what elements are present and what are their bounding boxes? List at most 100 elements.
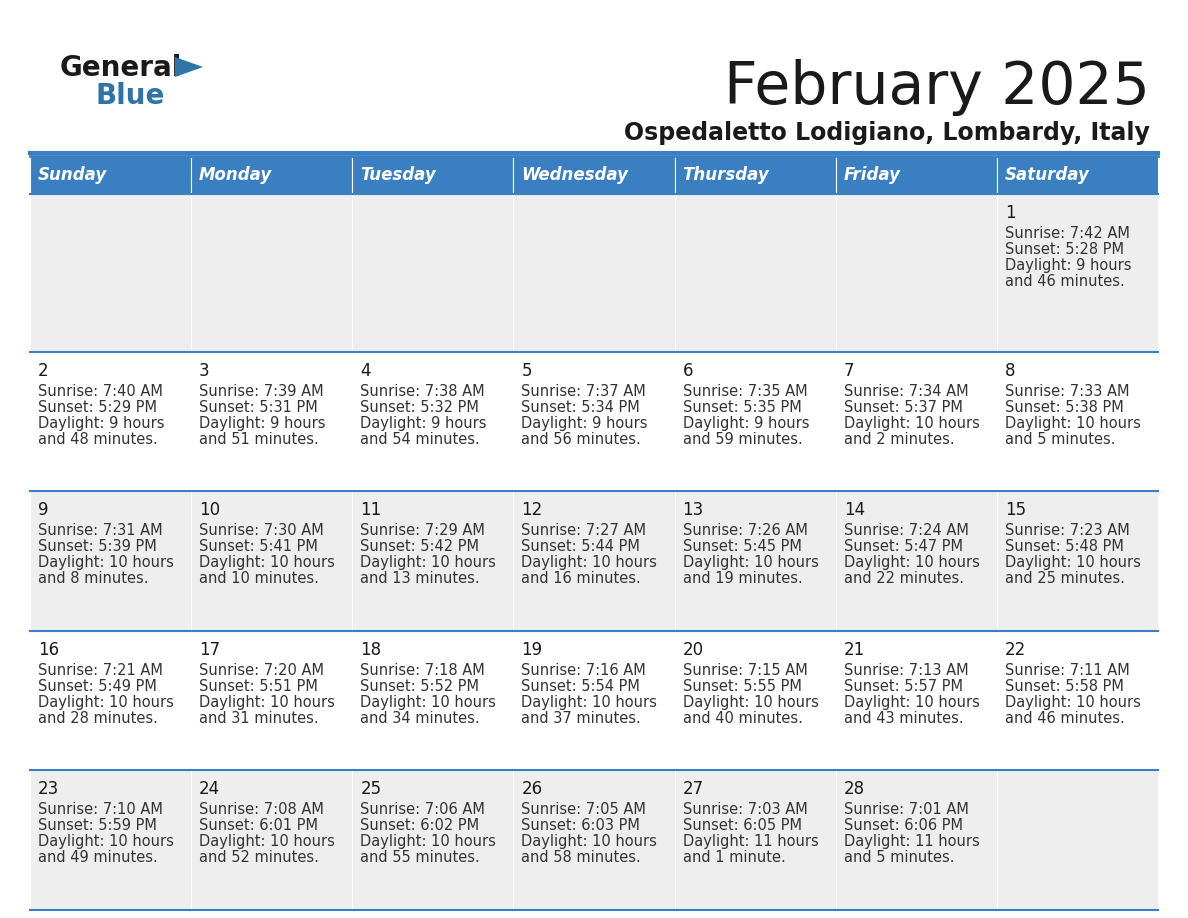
Text: Monday: Monday — [200, 166, 272, 184]
Text: Daylight: 10 hours: Daylight: 10 hours — [200, 555, 335, 570]
Text: Daylight: 10 hours: Daylight: 10 hours — [200, 834, 335, 849]
FancyBboxPatch shape — [675, 194, 835, 352]
Text: 14: 14 — [843, 501, 865, 520]
Text: Ospedaletto Lodigiano, Lombardy, Italy: Ospedaletto Lodigiano, Lombardy, Italy — [624, 121, 1150, 145]
Text: Daylight: 11 hours: Daylight: 11 hours — [683, 834, 819, 849]
Text: and 28 minutes.: and 28 minutes. — [38, 711, 158, 726]
Text: and 34 minutes.: and 34 minutes. — [360, 711, 480, 726]
Text: Sunrise: 7:21 AM: Sunrise: 7:21 AM — [38, 663, 163, 677]
Text: Sunset: 5:55 PM: Sunset: 5:55 PM — [683, 678, 802, 694]
Text: Sunset: 5:59 PM: Sunset: 5:59 PM — [38, 818, 157, 834]
Text: Daylight: 10 hours: Daylight: 10 hours — [200, 695, 335, 710]
Text: Sunset: 5:45 PM: Sunset: 5:45 PM — [683, 539, 802, 554]
Text: Sunset: 5:37 PM: Sunset: 5:37 PM — [843, 399, 962, 415]
Text: Sunrise: 7:06 AM: Sunrise: 7:06 AM — [360, 802, 485, 817]
Text: Sunrise: 7:18 AM: Sunrise: 7:18 AM — [360, 663, 485, 677]
Text: Sunrise: 7:24 AM: Sunrise: 7:24 AM — [843, 523, 968, 538]
FancyBboxPatch shape — [191, 352, 353, 491]
Text: 21: 21 — [843, 641, 865, 659]
FancyBboxPatch shape — [997, 770, 1158, 910]
FancyBboxPatch shape — [30, 631, 191, 770]
Text: 5: 5 — [522, 362, 532, 379]
Text: Daylight: 10 hours: Daylight: 10 hours — [683, 555, 819, 570]
Text: Daylight: 9 hours: Daylight: 9 hours — [360, 416, 487, 431]
Text: and 48 minutes.: and 48 minutes. — [38, 431, 158, 446]
Text: Sunset: 5:49 PM: Sunset: 5:49 PM — [38, 678, 157, 694]
Text: and 46 minutes.: and 46 minutes. — [1005, 711, 1125, 726]
Text: Sunrise: 7:20 AM: Sunrise: 7:20 AM — [200, 663, 324, 677]
Text: Daylight: 10 hours: Daylight: 10 hours — [843, 555, 980, 570]
Text: Saturday: Saturday — [1005, 166, 1089, 184]
Text: and 54 minutes.: and 54 minutes. — [360, 431, 480, 446]
FancyBboxPatch shape — [513, 194, 675, 352]
FancyBboxPatch shape — [835, 491, 997, 631]
Text: 12: 12 — [522, 501, 543, 520]
Text: Sunset: 6:03 PM: Sunset: 6:03 PM — [522, 818, 640, 834]
FancyBboxPatch shape — [835, 631, 997, 770]
Text: Thursday: Thursday — [683, 166, 770, 184]
Text: Wednesday: Wednesday — [522, 166, 628, 184]
Text: Sunset: 5:41 PM: Sunset: 5:41 PM — [200, 539, 318, 554]
Text: Sunset: 5:48 PM: Sunset: 5:48 PM — [1005, 539, 1124, 554]
Text: 23: 23 — [38, 780, 59, 799]
FancyBboxPatch shape — [675, 491, 835, 631]
FancyBboxPatch shape — [513, 770, 675, 910]
Text: Daylight: 10 hours: Daylight: 10 hours — [522, 695, 657, 710]
FancyBboxPatch shape — [191, 156, 353, 194]
Text: 3: 3 — [200, 362, 210, 379]
FancyBboxPatch shape — [30, 352, 191, 491]
Text: Sunrise: 7:05 AM: Sunrise: 7:05 AM — [522, 802, 646, 817]
Text: 6: 6 — [683, 362, 693, 379]
Text: Tuesday: Tuesday — [360, 166, 436, 184]
Text: and 58 minutes.: and 58 minutes. — [522, 850, 642, 866]
FancyBboxPatch shape — [30, 491, 191, 631]
Text: Daylight: 10 hours: Daylight: 10 hours — [38, 555, 173, 570]
Text: Daylight: 10 hours: Daylight: 10 hours — [843, 416, 980, 431]
Text: Sunrise: 7:13 AM: Sunrise: 7:13 AM — [843, 663, 968, 677]
Text: and 55 minutes.: and 55 minutes. — [360, 850, 480, 866]
FancyBboxPatch shape — [997, 156, 1158, 194]
Text: 19: 19 — [522, 641, 543, 659]
Text: Sunset: 5:54 PM: Sunset: 5:54 PM — [522, 678, 640, 694]
FancyBboxPatch shape — [191, 194, 353, 352]
FancyBboxPatch shape — [997, 491, 1158, 631]
Text: General: General — [61, 54, 183, 82]
FancyBboxPatch shape — [513, 352, 675, 491]
Text: Sunset: 5:38 PM: Sunset: 5:38 PM — [1005, 399, 1124, 415]
Text: Daylight: 10 hours: Daylight: 10 hours — [1005, 416, 1140, 431]
FancyBboxPatch shape — [835, 352, 997, 491]
FancyBboxPatch shape — [997, 194, 1158, 352]
Text: 2: 2 — [38, 362, 49, 379]
Text: 18: 18 — [360, 641, 381, 659]
Text: Daylight: 10 hours: Daylight: 10 hours — [843, 695, 980, 710]
Text: and 19 minutes.: and 19 minutes. — [683, 571, 802, 586]
Text: Friday: Friday — [843, 166, 901, 184]
Text: Daylight: 10 hours: Daylight: 10 hours — [1005, 555, 1140, 570]
Text: 15: 15 — [1005, 501, 1026, 520]
FancyBboxPatch shape — [191, 770, 353, 910]
Text: 22: 22 — [1005, 641, 1026, 659]
Text: Blue: Blue — [95, 82, 164, 110]
Text: and 51 minutes.: and 51 minutes. — [200, 431, 318, 446]
Text: 20: 20 — [683, 641, 703, 659]
Text: Daylight: 10 hours: Daylight: 10 hours — [38, 695, 173, 710]
Text: Daylight: 9 hours: Daylight: 9 hours — [522, 416, 647, 431]
Text: Sunrise: 7:11 AM: Sunrise: 7:11 AM — [1005, 663, 1130, 677]
Text: and 43 minutes.: and 43 minutes. — [843, 711, 963, 726]
FancyBboxPatch shape — [513, 156, 675, 194]
Text: and 2 minutes.: and 2 minutes. — [843, 431, 954, 446]
FancyBboxPatch shape — [191, 631, 353, 770]
Text: Sunday: Sunday — [38, 166, 107, 184]
Text: 17: 17 — [200, 641, 220, 659]
Text: Daylight: 10 hours: Daylight: 10 hours — [38, 834, 173, 849]
Text: and 22 minutes.: and 22 minutes. — [843, 571, 963, 586]
FancyBboxPatch shape — [675, 770, 835, 910]
Text: Daylight: 10 hours: Daylight: 10 hours — [522, 834, 657, 849]
Text: and 31 minutes.: and 31 minutes. — [200, 711, 318, 726]
Text: and 25 minutes.: and 25 minutes. — [1005, 571, 1125, 586]
Text: 27: 27 — [683, 780, 703, 799]
FancyBboxPatch shape — [513, 491, 675, 631]
Text: Daylight: 9 hours: Daylight: 9 hours — [1005, 258, 1131, 273]
Text: and 59 minutes.: and 59 minutes. — [683, 431, 802, 446]
Text: Sunrise: 7:27 AM: Sunrise: 7:27 AM — [522, 523, 646, 538]
